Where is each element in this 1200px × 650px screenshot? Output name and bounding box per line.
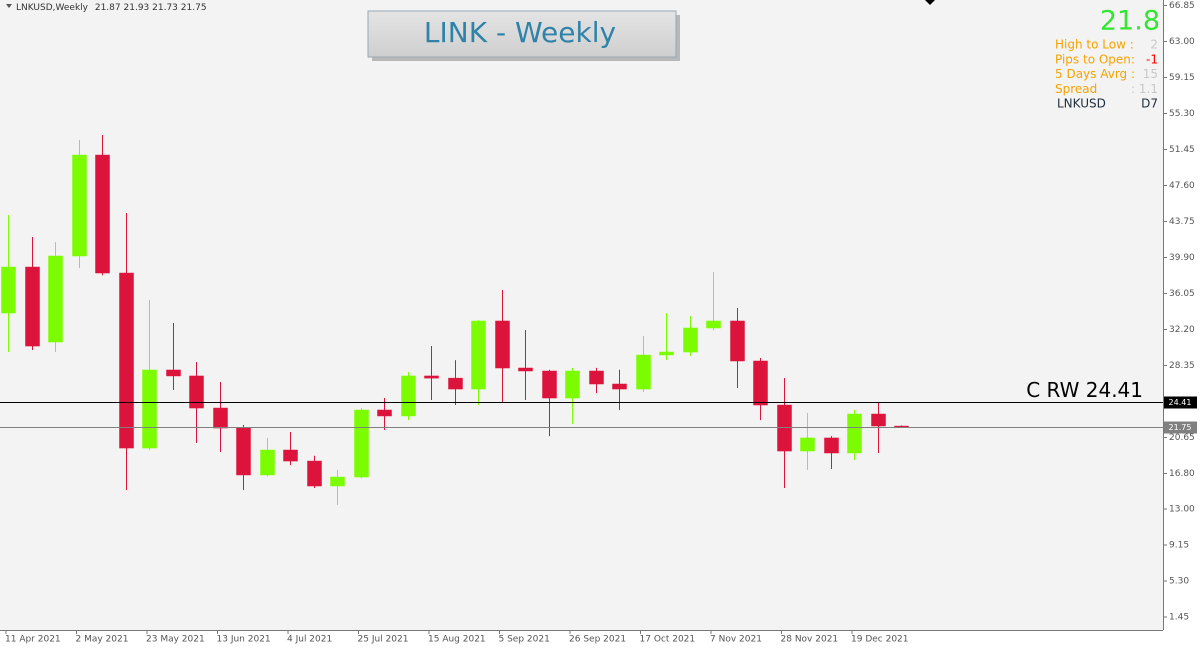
x-tick-label: 28 Nov 2021 <box>781 635 839 645</box>
line-label: C RW 24.41 <box>1026 378 1143 402</box>
y-tick-label: 1.45 <box>1169 613 1189 623</box>
candle-body <box>471 320 486 390</box>
candle-body <box>706 320 721 329</box>
y-tick-label: 5.30 <box>1169 577 1189 587</box>
y-tick-label: 13.00 <box>1169 505 1195 515</box>
x-tick-label: 4 Jul 2021 <box>287 635 332 645</box>
candle-body <box>683 327 698 353</box>
candle-body <box>636 354 651 390</box>
candle-body <box>401 375 416 417</box>
candle-body <box>659 351 674 356</box>
ohlc-close: 21.75 <box>181 3 207 13</box>
candle-body <box>1 266 16 314</box>
info-period: D7 <box>1141 97 1158 111</box>
chart-header: LNKUSD,Weekly 21.87 21.93 21.73 21.75 <box>16 3 207 13</box>
y-tick-label: 55.30 <box>1169 109 1195 119</box>
y-tick-label: 51.45 <box>1169 145 1195 155</box>
candle-body <box>542 370 557 399</box>
y-tick-label: 32.20 <box>1169 325 1195 335</box>
candle-body <box>142 369 157 449</box>
candle-body <box>753 360 768 406</box>
candle-body <box>236 427 251 476</box>
plot-area <box>0 0 1163 630</box>
ohlc-low: 21.73 <box>152 3 178 13</box>
candle-body <box>448 377 463 390</box>
candle-body <box>283 449 298 462</box>
x-tick-label: 7 Nov 2021 <box>710 635 762 645</box>
candle-body <box>424 375 439 379</box>
candle-body <box>565 370 580 399</box>
info-value: 2 <box>1150 38 1158 52</box>
candle-body <box>730 320 745 362</box>
candle-body <box>354 409 369 478</box>
candle-body <box>25 266 40 347</box>
info-symbol: LNKUSD <box>1057 97 1106 111</box>
chart-title: LINK - Weekly <box>424 16 616 49</box>
candle-body <box>777 404 792 452</box>
x-tick-label: 5 Sep 2021 <box>499 635 550 645</box>
candle-body <box>847 413 862 454</box>
x-tick-label: 13 Jun 2021 <box>217 635 271 645</box>
candle-body <box>495 320 510 369</box>
plot-layer <box>1 135 909 505</box>
candle-body <box>119 272 134 449</box>
title-box <box>367 10 677 58</box>
info-value: : 1.1 <box>1131 82 1158 96</box>
info-price: 21.8 <box>1100 6 1160 37</box>
candle-body <box>800 437 815 452</box>
y-tick-label: 9.15 <box>1169 541 1189 551</box>
y-tick-label: 20.65 <box>1169 433 1195 443</box>
y-tick-label: 39.90 <box>1169 253 1195 263</box>
info-label: 5 Days Avrg : <box>1055 67 1135 81</box>
candle-body <box>824 437 839 454</box>
price-tag <box>1164 421 1197 434</box>
info-panel: High to Low : 2 Pips to Open: -1 5 Days Avrg… <box>1055 38 1158 96</box>
info-label: High to Low : <box>1055 38 1134 52</box>
x-tick-label: 23 May 2021 <box>146 635 205 645</box>
y-tick-label: 16.80 <box>1169 469 1195 479</box>
price-tag <box>1164 396 1197 409</box>
candle-body <box>48 255 63 343</box>
x-tick-label: 17 Oct 2021 <box>640 635 696 645</box>
candle-body <box>166 369 181 377</box>
price-tag-label: 21.75 <box>1169 423 1192 432</box>
y-tick-label: 36.05 <box>1169 289 1195 299</box>
info-value: -1 <box>1146 52 1158 66</box>
info-label: Pips to Open: <box>1055 52 1135 66</box>
candle-body <box>377 409 392 417</box>
x-tick-label: 26 Sep 2021 <box>569 635 626 645</box>
candle-body <box>307 460 322 487</box>
y-tick-label: 63.00 <box>1169 37 1195 47</box>
x-tick-label: 19 Dec 2021 <box>851 635 909 645</box>
marker <box>925 0 935 5</box>
ohlc-high: 21.93 <box>124 3 150 13</box>
y-tick-label: 66.85 <box>1169 1 1195 11</box>
candle-body <box>260 449 275 476</box>
candle-body <box>518 367 533 372</box>
x-tick-label: 15 Aug 2021 <box>428 635 486 645</box>
price-tag-label: 24.41 <box>1169 398 1192 407</box>
info-label: Spread <box>1055 82 1097 96</box>
x-tick-label: 25 Jul 2021 <box>358 635 409 645</box>
info-value: 15 <box>1143 67 1158 81</box>
candle-body <box>95 154 110 274</box>
y-tick-label: 28.35 <box>1169 361 1195 371</box>
x-tick-label: 11 Apr 2021 <box>5 635 61 645</box>
symbol-label: LNKUSD,Weekly <box>16 3 89 13</box>
y-tick-label: 47.60 <box>1169 181 1195 191</box>
x-tick-label: 2 May 2021 <box>76 635 129 645</box>
candle-body <box>330 476 345 487</box>
symbol-arrow <box>6 4 12 8</box>
candle-body <box>612 383 627 390</box>
candle-body <box>589 370 604 385</box>
ohlc-open: 21.87 <box>95 3 121 13</box>
candle-body <box>213 407 228 429</box>
y-tick-label: 59.15 <box>1169 73 1195 83</box>
candle-body <box>189 375 204 409</box>
y-tick-label: 43.75 <box>1169 217 1195 227</box>
candle-body <box>871 413 886 427</box>
candle-body <box>72 154 87 257</box>
